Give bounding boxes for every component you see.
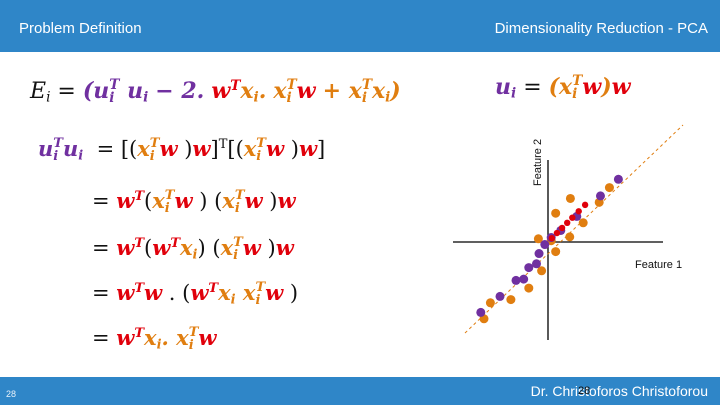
purple-data-point	[540, 240, 550, 250]
purple-data-point	[546, 233, 556, 243]
page-number: 28	[578, 385, 591, 397]
projected-point	[569, 214, 576, 221]
orange-data-point	[551, 247, 561, 257]
projected-point	[581, 201, 589, 209]
orange-data-point	[551, 208, 561, 218]
projected-point	[564, 219, 571, 226]
projected-point	[548, 234, 556, 242]
projected-point	[575, 208, 582, 215]
orange-data-point	[578, 218, 588, 228]
orange-data-point	[594, 197, 604, 207]
footer-bar: 28 Dr. Christoforos Christoforou 28	[0, 377, 720, 405]
purple-data-point	[534, 249, 544, 259]
header-bar: Problem Definition Dimensionality Reduct…	[0, 0, 720, 52]
projected-point	[558, 224, 566, 232]
slide-topic-title: Dimensionality Reduction - PCA	[494, 20, 708, 37]
ylabel-text: Feature 2	[532, 139, 544, 186]
orange-data-point	[546, 236, 556, 246]
purple-data-point	[519, 274, 529, 284]
purple-data-point	[556, 225, 566, 235]
author-name: Dr. Christoforos Christoforou	[530, 383, 708, 399]
orange-data-point	[533, 234, 543, 244]
purple-data-point	[511, 275, 521, 285]
purple-data-point	[495, 291, 505, 301]
orange-data-point	[604, 183, 614, 193]
purple-data-point	[595, 191, 605, 201]
orange-data-point	[565, 193, 575, 203]
orange-data-point	[565, 232, 575, 242]
orange-data-point	[485, 298, 495, 308]
purple-data-point	[531, 259, 541, 269]
xlabel-text: Feature 1	[635, 259, 682, 271]
page-number-small: 28	[6, 389, 17, 399]
projected-point	[553, 229, 561, 237]
purple-data-point	[524, 263, 534, 273]
purple-data-point	[572, 211, 582, 221]
principal-direction-line	[464, 124, 684, 334]
orange-data-point	[479, 314, 489, 324]
orange-data-point	[524, 283, 534, 293]
orange-data-point	[506, 295, 516, 305]
orange-data-point	[537, 266, 547, 276]
purple-data-point	[476, 307, 486, 317]
purple-data-point	[613, 174, 623, 184]
slide-section-title: Problem Definition	[19, 20, 142, 37]
